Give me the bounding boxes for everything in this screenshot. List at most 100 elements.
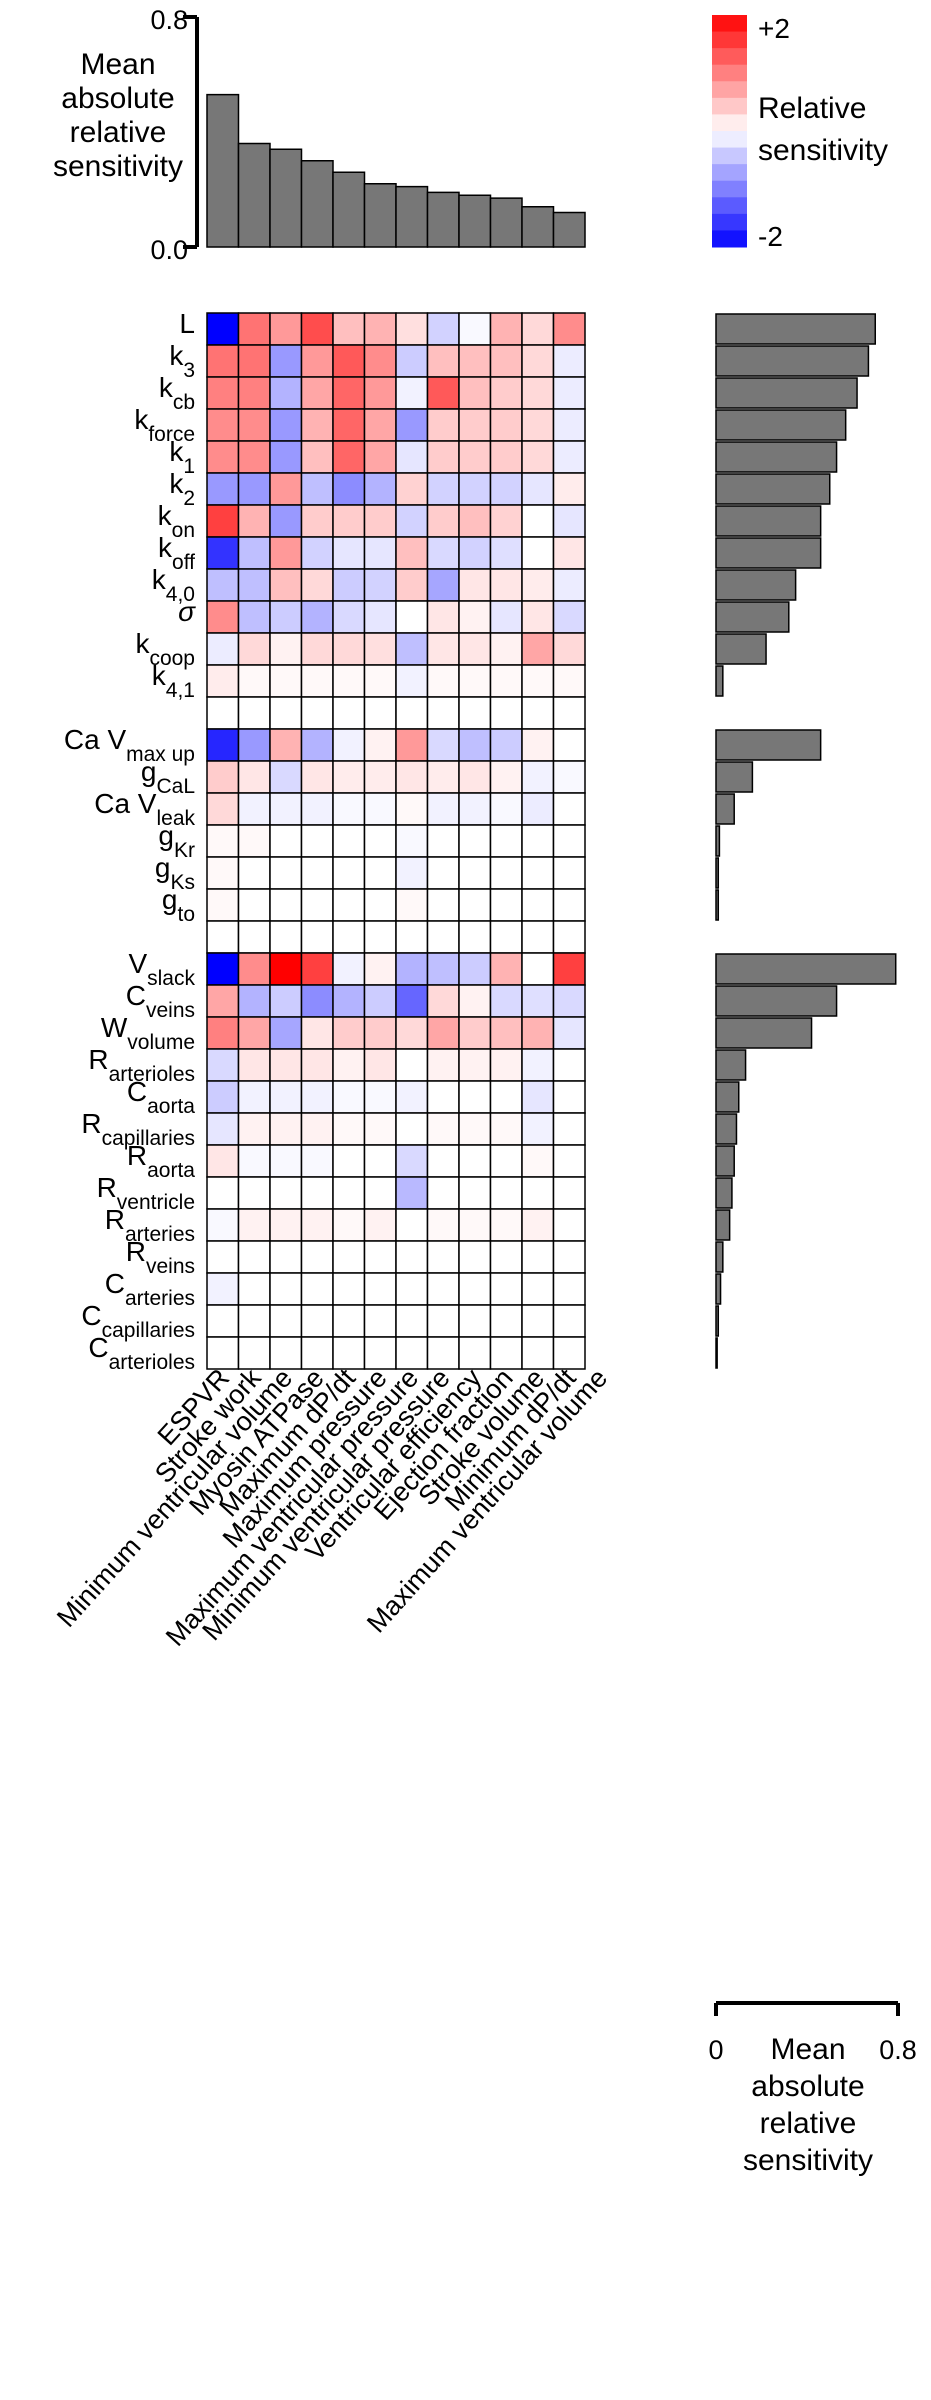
top-axis-title-line: relative [70,116,167,149]
heatmap-cell [521,1016,555,1050]
heatmap-cell [332,984,366,1018]
heatmap-cell [489,632,523,666]
side-bar [715,1305,720,1337]
heatmap-cell [237,408,271,442]
heatmap-cell [206,1144,240,1178]
heatmap-cell [363,760,397,794]
side-bar [715,889,720,921]
side-axis-title-line: Mean [770,2033,845,2066]
heatmap-cell [521,728,555,762]
heatmap-cell [458,696,492,730]
side-bar [715,409,847,441]
heatmap-cell [521,888,555,922]
heatmap-cell [458,1304,492,1338]
heatmap-cell [300,568,334,602]
top-bar [458,194,492,248]
heatmap-cell [458,1080,492,1114]
heatmap-cell [206,920,240,954]
row-label: k2 [169,468,195,510]
row-label: Vslack [128,948,195,990]
heatmap-cell [395,888,429,922]
heatmap-cell [426,472,460,506]
heatmap-cell [426,568,460,602]
heatmap-cell [521,1112,555,1146]
heatmap-cell [395,568,429,602]
heatmap-cell [521,1272,555,1306]
heatmap-cell [489,312,523,346]
heatmap-cell [206,344,240,378]
heatmap-cell [300,472,334,506]
side-bar [715,857,720,889]
heatmap-cell [300,1304,334,1338]
heatmap-cell [269,1016,303,1050]
heatmap-cell [521,1048,555,1082]
heatmap-cell [426,1144,460,1178]
heatmap-cell [269,984,303,1018]
row-label: gto [162,884,195,926]
heatmap-cell [332,600,366,634]
heatmap-cell [332,536,366,570]
row-label: Rcapillaries [81,1108,195,1150]
heatmap-cell [363,1240,397,1274]
heatmap-cell [426,1208,460,1242]
heatmap-cell [426,760,460,794]
row-label: k4,0 [152,564,195,606]
heatmap-cell [552,568,586,602]
row-label: kcb [159,372,195,414]
heatmap-cell [300,1272,334,1306]
heatmap-cell [269,824,303,858]
heatmap-cell [521,1208,555,1242]
top-tick-label: 0.0 [150,235,188,265]
heatmap-cell [395,792,429,826]
heatmap-cell [332,1176,366,1210]
side-bar [715,441,838,473]
heatmap-cell [552,376,586,410]
heatmap-cell [395,856,429,890]
heatmap-cell [206,1080,240,1114]
heatmap-cell [300,1112,334,1146]
heatmap-cell [489,408,523,442]
heatmap-cell [363,1208,397,1242]
heatmap-cell [237,856,271,890]
heatmap-cell [269,408,303,442]
heatmap-cell [521,856,555,890]
heatmap-cell [300,760,334,794]
heatmap-cell [395,536,429,570]
heatmap-cell [458,1112,492,1146]
heatmap-cell [237,440,271,474]
heatmap-cell [269,1144,303,1178]
legend-swatch [712,164,747,182]
heatmap-cell [363,1016,397,1050]
heatmap-cell [552,856,586,890]
heatmap-cell [489,1080,523,1114]
heatmap-cell [300,1016,334,1050]
heatmap-cell [237,1240,271,1274]
heatmap-cell [489,376,523,410]
heatmap-cell [363,1336,397,1370]
row-label: Ca Vleak [94,788,195,830]
heatmap-cell [395,1016,429,1050]
heatmap-cell [458,408,492,442]
legend-max-label: +2 [758,13,790,44]
heatmap-cell [237,1336,271,1370]
heatmap-cell [426,1080,460,1114]
heatmap-cell [489,472,523,506]
side-bar [715,1337,718,1369]
heatmap-cell [300,1208,334,1242]
heatmap-cell [206,1272,240,1306]
legend-swatch [712,31,747,49]
row-label: k3 [169,340,195,382]
heatmap-cell [489,440,523,474]
heatmap-cell [521,1336,555,1370]
row-label: Ccapillaries [81,1300,195,1342]
heatmap-cell [237,728,271,762]
heatmap-cell [426,600,460,634]
heatmap-cell [426,504,460,538]
heatmap-cell [237,1272,271,1306]
heatmap-cell [237,984,271,1018]
heatmap-cell [332,344,366,378]
heatmap-cell [489,888,523,922]
heatmap-cell [206,1112,240,1146]
legend-swatch [712,147,747,165]
heatmap-cell [458,1176,492,1210]
